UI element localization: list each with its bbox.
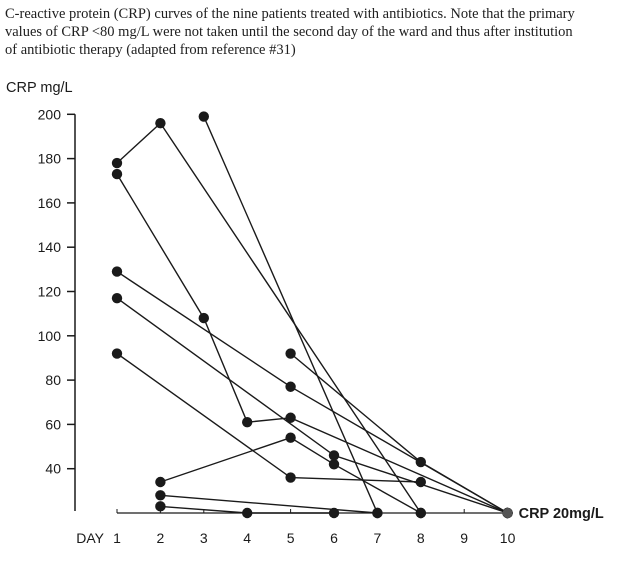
y-tick-label: 60 [45, 416, 61, 432]
data-point [328, 507, 340, 519]
data-point [198, 312, 209, 324]
y-tick-label: 200 [38, 106, 62, 122]
x-tick-label: 4 [243, 530, 251, 546]
x-tick-label: 9 [460, 530, 468, 546]
data-point [111, 168, 123, 180]
data-point [242, 416, 253, 428]
series-line-5 [116, 297, 508, 514]
y-tick-label: 180 [38, 151, 62, 167]
data-point [415, 456, 426, 468]
data-point [285, 348, 296, 359]
x-tick-label: 3 [200, 530, 208, 546]
reference-point [502, 508, 513, 518]
data-point [155, 490, 166, 501]
data-point [155, 476, 166, 488]
data-point [285, 412, 296, 423]
x-tick-label: 10 [500, 530, 516, 546]
data-point [111, 292, 123, 304]
data-point [155, 501, 166, 512]
data-point [415, 507, 426, 519]
caption-line-3: of antibiotic therapy (adapted from refe… [5, 42, 296, 58]
y-tick-label: 100 [38, 328, 62, 344]
x-tick-label: 1 [113, 530, 121, 546]
data-point [372, 507, 383, 519]
series-line-3 [116, 173, 508, 514]
y-tick-label: 40 [45, 461, 61, 477]
x-tick-label: 8 [417, 530, 425, 546]
data-point [111, 157, 123, 169]
y-tick-label: 140 [38, 239, 62, 255]
x-axis-prefix: DAY [76, 530, 104, 546]
y-axis-label: CRP mg/L [6, 80, 73, 96]
reference-label: CRP 20mg/L [519, 506, 604, 522]
figure-caption: C-reactive protein (CRP) curves of the n… [5, 5, 630, 59]
y-tick-label: 160 [38, 195, 62, 211]
series-points [111, 111, 513, 519]
x-tick-label: 5 [287, 530, 295, 546]
data-point [285, 381, 296, 392]
x-axis: 1 2 3 4 5 6 7 8 9 10 DAY [76, 509, 516, 546]
data-point [242, 507, 253, 519]
data-point [111, 266, 123, 277]
y-tick-label: 120 [38, 284, 62, 300]
series-lines [116, 116, 508, 514]
series-line-9 [160, 494, 378, 514]
y-axis: 40 60 80 100 120 140 160 180 200 [38, 106, 76, 511]
x-tick-label: 7 [374, 530, 382, 546]
data-point [285, 472, 296, 483]
data-point [328, 459, 340, 470]
data-point [328, 450, 340, 461]
series-line-2 [203, 116, 379, 514]
series-line-8 [160, 436, 422, 514]
data-point [155, 117, 166, 129]
x-tick-label: 2 [157, 530, 165, 546]
data-point [198, 111, 209, 122]
caption-line-2: values of CRP <80 mg/L were not taken un… [5, 24, 573, 40]
caption-line-1: C-reactive protein (CRP) curves of the n… [5, 6, 575, 22]
series-line-7 [290, 352, 508, 514]
y-tick-label: 80 [45, 372, 61, 388]
x-tick-label: 6 [330, 530, 338, 546]
data-point [285, 432, 296, 443]
data-point [111, 348, 123, 359]
data-point [415, 476, 426, 488]
reference-marker: CRP 20mg/L [502, 506, 604, 522]
